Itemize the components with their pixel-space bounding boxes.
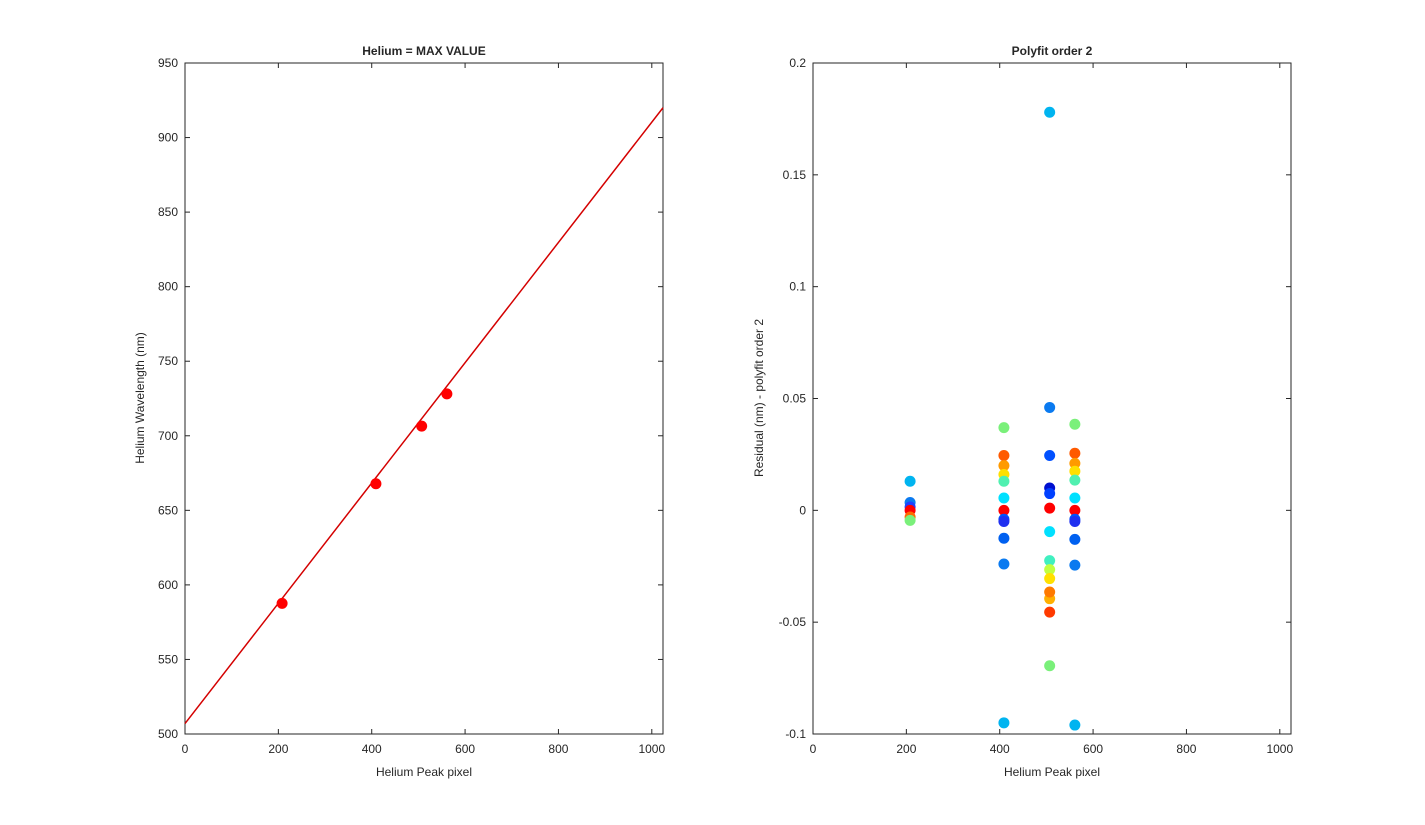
- data-point: [1044, 555, 1056, 567]
- y-tick-label: 800: [158, 280, 178, 294]
- data-point: [370, 478, 382, 490]
- data-point: [1069, 457, 1081, 469]
- axis-ticks: 0 200 400 600 800 1000 500 550 600 650 700 750 800 85…: [158, 56, 665, 756]
- data-point: [1069, 559, 1081, 571]
- data-point: [1069, 418, 1081, 430]
- data-point: [904, 475, 916, 487]
- x-tick-label: 800: [548, 742, 568, 756]
- data-point: [1044, 488, 1056, 500]
- data-point: [1069, 447, 1081, 459]
- data-point: [1044, 526, 1056, 538]
- y-tick-label: 650: [158, 503, 178, 517]
- wavelength-vs-pixel-plot: 0 200 400 600 800 1000 500 550 600 650 700 750 800 85…: [133, 44, 665, 779]
- data-point: [1069, 516, 1081, 528]
- data-point: [1044, 106, 1056, 118]
- data-point: [1069, 719, 1081, 731]
- data-point: [1044, 401, 1056, 413]
- data-point: [998, 532, 1010, 544]
- data-point: [998, 475, 1010, 487]
- data-point: [1069, 533, 1081, 545]
- axis-ticks: 0 200 400 600 800 1000 -0.1 -0.05 0 0.05 0.1 0.15 0.…: [779, 56, 1294, 756]
- y-tick-label: 0.1: [789, 280, 806, 294]
- data-point: [1044, 502, 1056, 514]
- y-tick-label: 600: [158, 578, 178, 592]
- data-point: [998, 717, 1010, 729]
- x-tick-label: 600: [455, 742, 475, 756]
- x-axis-label: Helium Peak pixel: [1004, 765, 1100, 779]
- plot-marks: [904, 106, 1081, 731]
- x-tick-label: 800: [1176, 742, 1196, 756]
- y-tick-label: 0: [799, 503, 806, 517]
- data-point: [998, 558, 1010, 570]
- data-point: [1044, 564, 1056, 576]
- y-tick-label: 550: [158, 652, 178, 666]
- y-tick-label: -0.1: [785, 727, 806, 741]
- plot-title: Helium = MAX VALUE: [362, 44, 485, 58]
- data-point: [1069, 492, 1081, 504]
- data-point: [998, 504, 1010, 516]
- data-point: [998, 460, 1010, 472]
- data-point: [1044, 606, 1056, 618]
- x-tick-label: 400: [362, 742, 382, 756]
- data-point: [1069, 465, 1081, 477]
- data-point: [1044, 450, 1056, 462]
- y-tick-label: 850: [158, 205, 178, 219]
- y-axis-label: Helium Wavelength (nm): [133, 332, 147, 464]
- x-tick-label: 1000: [1266, 742, 1293, 756]
- data-point: [998, 492, 1010, 504]
- y-axis-label: Residual (nm) - polyfit order 2: [752, 319, 766, 477]
- x-axis-label: Helium Peak pixel: [376, 765, 472, 779]
- y-tick-label: 500: [158, 727, 178, 741]
- x-tick-label: 0: [810, 742, 817, 756]
- data-point: [1069, 504, 1081, 516]
- y-tick-label: 0.05: [783, 392, 807, 406]
- y-tick-label: 700: [158, 429, 178, 443]
- y-tick-label: -0.05: [779, 615, 807, 629]
- fit-line: [184, 107, 664, 725]
- data-point: [1044, 660, 1056, 672]
- plot-marks: [184, 107, 664, 725]
- y-tick-label: 0.2: [789, 56, 806, 70]
- data-point: [1069, 474, 1081, 486]
- residual-plot: 0 200 400 600 800 1000 -0.1 -0.05 0 0.05 0.1 0.15 0.…: [752, 44, 1293, 779]
- x-tick-label: 200: [268, 742, 288, 756]
- y-tick-label: 900: [158, 131, 178, 145]
- x-tick-label: 1000: [638, 742, 665, 756]
- data-point: [441, 388, 453, 400]
- axes-box: [184, 62, 664, 735]
- data-point: [276, 597, 288, 609]
- data-point: [1044, 573, 1056, 585]
- data-point: [1044, 586, 1056, 598]
- data-point: [904, 514, 916, 526]
- y-tick-label: 0.15: [783, 168, 807, 182]
- data-point: [416, 420, 428, 432]
- plot-title: Polyfit order 2: [1012, 44, 1093, 58]
- x-tick-label: 200: [896, 742, 916, 756]
- y-tick-label: 750: [158, 354, 178, 368]
- x-tick-label: 600: [1083, 742, 1103, 756]
- data-point: [998, 422, 1010, 434]
- data-point: [998, 516, 1010, 528]
- x-tick-label: 400: [990, 742, 1010, 756]
- x-tick-label: 0: [182, 742, 189, 756]
- data-point: [998, 450, 1010, 462]
- axes-box: [812, 62, 1292, 735]
- y-tick-label: 950: [158, 56, 178, 70]
